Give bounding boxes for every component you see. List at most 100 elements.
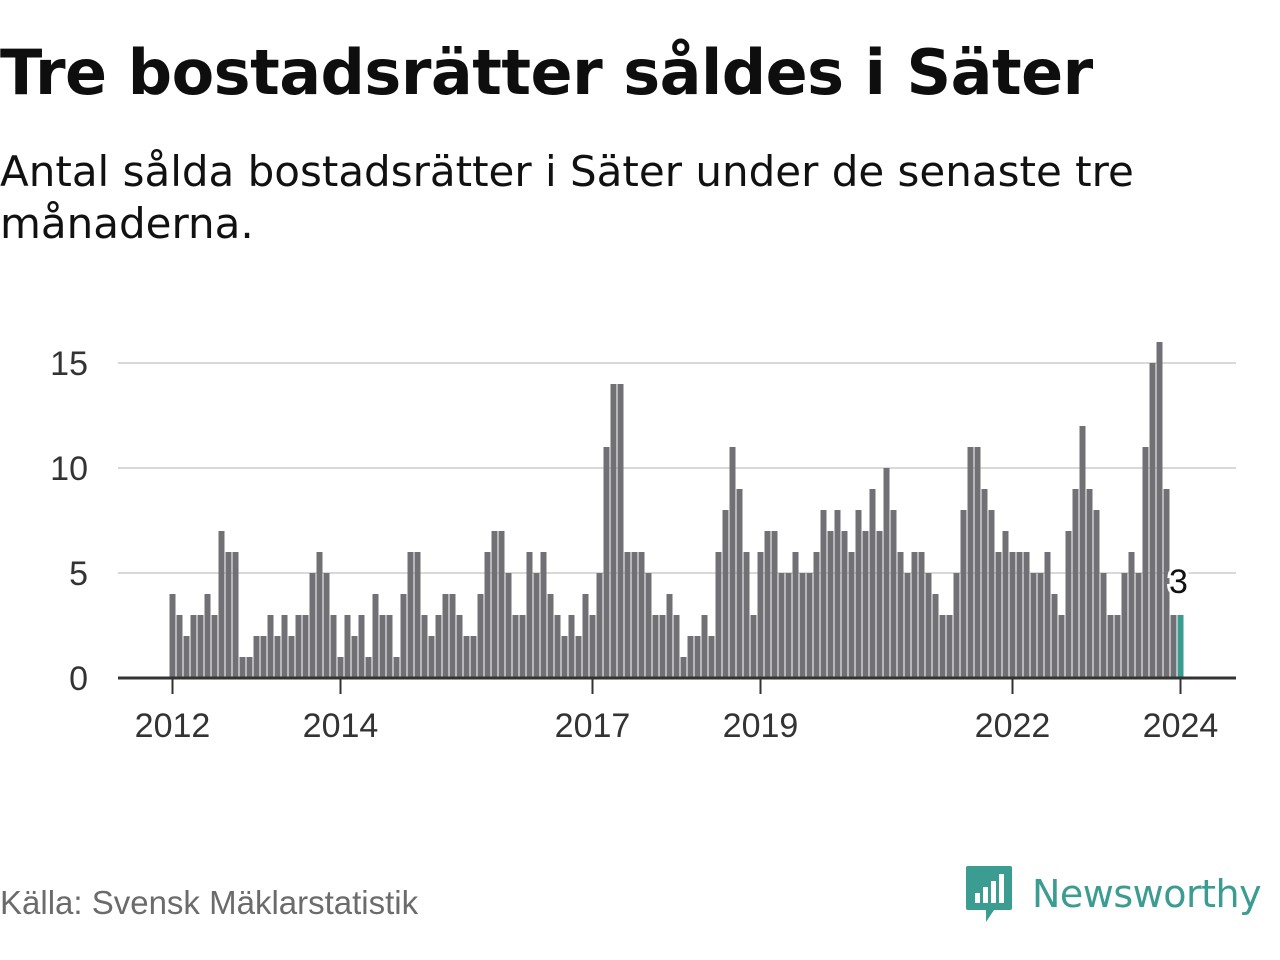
- y-tick-label: 15: [50, 345, 88, 383]
- x-axis: [118, 676, 1236, 694]
- bar: [701, 615, 708, 678]
- bar: [876, 531, 883, 678]
- brand-name: Newsworthy: [1032, 872, 1262, 916]
- bar: [295, 615, 302, 678]
- bar: [806, 573, 813, 678]
- bar: [764, 531, 771, 678]
- bar: [1135, 573, 1142, 678]
- bar: [463, 636, 470, 678]
- bar: [239, 657, 246, 678]
- bar: [428, 636, 435, 678]
- bar: [918, 552, 925, 678]
- bar: [449, 594, 456, 678]
- highlight-value-label: 3: [1169, 563, 1188, 601]
- bar: [330, 615, 337, 678]
- bar: [393, 657, 400, 678]
- bar: [1128, 552, 1135, 678]
- bar: [575, 636, 582, 678]
- bar: [757, 552, 764, 678]
- bar: [526, 552, 533, 678]
- bar: [687, 636, 694, 678]
- bar: [407, 552, 414, 678]
- bar: [939, 615, 946, 678]
- y-tick-label: 5: [69, 555, 88, 593]
- bar: [351, 636, 358, 678]
- bar: [1009, 552, 1016, 678]
- bar: [946, 615, 953, 678]
- bar: [281, 615, 288, 678]
- bar: [883, 468, 890, 678]
- bar: [1044, 552, 1051, 678]
- bar: [596, 573, 603, 678]
- bar: [561, 636, 568, 678]
- bar: [743, 552, 750, 678]
- bar: [911, 552, 918, 678]
- bar: [820, 510, 827, 678]
- bar: [344, 615, 351, 678]
- bar: [183, 636, 190, 678]
- bar: [778, 573, 785, 678]
- chart-subtitle: Antal sålda bostadsrätter i Säter under …: [0, 147, 1134, 248]
- bar: [1142, 447, 1149, 678]
- bar: [190, 615, 197, 678]
- bar: [365, 657, 372, 678]
- bar: [981, 489, 988, 678]
- bar: [1170, 615, 1177, 678]
- bar: [1093, 510, 1100, 678]
- bar: [610, 384, 617, 678]
- bar: [1114, 615, 1121, 678]
- bar: [512, 615, 519, 678]
- bar: [253, 636, 260, 678]
- bar: [568, 615, 575, 678]
- bar: [680, 657, 687, 678]
- bar: [498, 531, 505, 678]
- bar: [890, 510, 897, 678]
- bar: [708, 636, 715, 678]
- bar: [1079, 426, 1086, 678]
- bar: [694, 636, 701, 678]
- bar: [211, 615, 218, 678]
- bar: [1002, 531, 1009, 678]
- annotations: 3: [1166, 560, 1191, 604]
- bar: [477, 594, 484, 678]
- bar: [540, 552, 547, 678]
- bar-chart-speech-bubble-icon: [966, 866, 1012, 922]
- bar: [988, 510, 995, 678]
- bar: [337, 657, 344, 678]
- x-tick-label: 2019: [723, 707, 799, 745]
- bar: [904, 573, 911, 678]
- bar: [792, 552, 799, 678]
- bar: [547, 594, 554, 678]
- bar: [582, 594, 589, 678]
- bar: [176, 615, 183, 678]
- bar: [316, 552, 323, 678]
- bar: [484, 552, 491, 678]
- bar: [505, 573, 512, 678]
- bar: [666, 594, 673, 678]
- bar: [442, 594, 449, 678]
- bar: [197, 615, 204, 678]
- bar: [813, 552, 820, 678]
- bar: [1086, 489, 1093, 678]
- bar: [1149, 363, 1156, 678]
- bar: [827, 531, 834, 678]
- bar: [750, 615, 757, 678]
- bar: [267, 615, 274, 678]
- bar: [435, 615, 442, 678]
- bar: [589, 615, 596, 678]
- bar: [1156, 342, 1163, 678]
- bar: [1163, 489, 1170, 678]
- bar: [855, 510, 862, 678]
- bar: [785, 573, 792, 678]
- bar: [1037, 573, 1044, 678]
- bar: [953, 573, 960, 678]
- bar: [624, 552, 631, 678]
- bar: [1030, 573, 1037, 678]
- bar: [771, 531, 778, 678]
- bar: [519, 615, 526, 678]
- bar: [960, 510, 967, 678]
- bar: [169, 594, 176, 678]
- bar: [673, 615, 680, 678]
- bar: [323, 573, 330, 678]
- bar: [862, 531, 869, 678]
